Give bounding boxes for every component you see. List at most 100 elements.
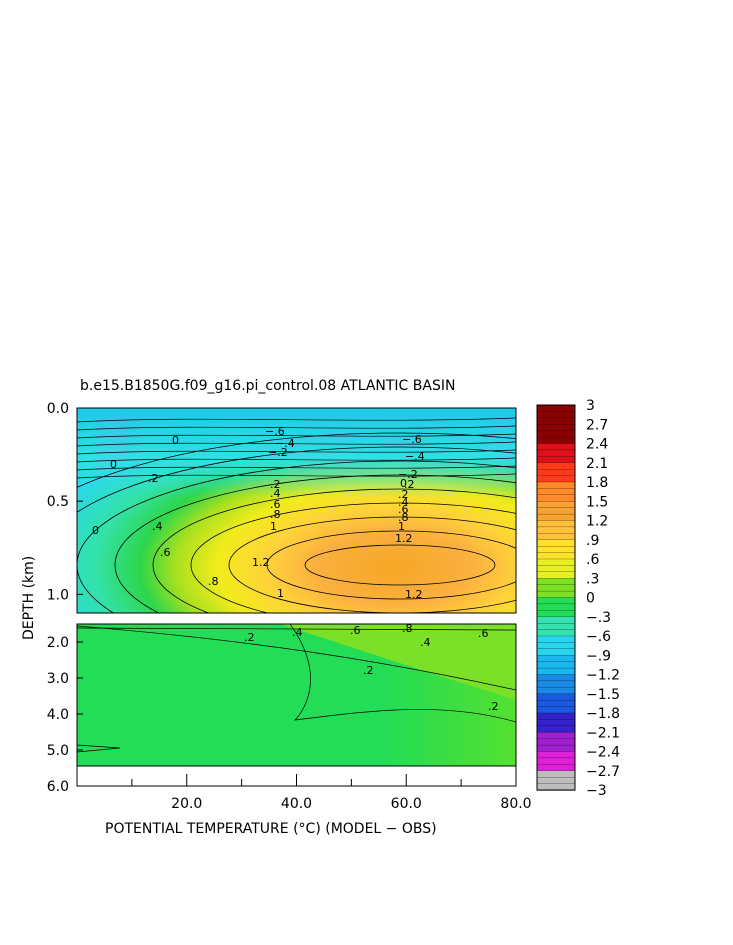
colorbar-cell — [536, 610, 576, 618]
contour-line — [77, 465, 516, 471]
colorbar-label: 1.5 — [586, 494, 608, 510]
colorbar-cell — [536, 526, 576, 534]
contour-label: .6 — [398, 503, 409, 516]
colorbar-cell — [536, 603, 576, 611]
colorbar-cell — [536, 732, 576, 740]
contour-label: −.4 — [405, 450, 425, 463]
colorbar-cell — [536, 430, 576, 438]
colorbar-cell — [536, 661, 576, 669]
colorbar-cell — [536, 578, 576, 586]
surface-negative-band — [77, 408, 516, 498]
contour-line — [304, 544, 496, 586]
y-tick-label: 4.0 — [47, 707, 69, 723]
colorbar-label: .6 — [586, 552, 599, 568]
y-tick-label: 2.0 — [47, 635, 69, 651]
colorbar-cell — [536, 674, 576, 682]
colorbar-cell — [536, 462, 576, 470]
x-tick-label: 40.0 — [281, 796, 312, 812]
contour-label: −.2 — [398, 468, 418, 481]
colorbar-label: −.9 — [586, 648, 611, 664]
x-tick-label: 20.0 — [171, 796, 202, 812]
contour-line — [77, 460, 516, 613]
x-axis-label: POTENTIAL TEMPERATURE (°C) (MODEL − OBS) — [105, 821, 437, 837]
upper-field — [77, 408, 516, 613]
colorbar-cell — [536, 436, 576, 445]
colorbar-label: .9 — [586, 533, 599, 549]
colorbar-label: −3 — [586, 783, 607, 799]
colorbar-cell — [536, 693, 576, 701]
upper-panel: −.6−.4−.20 −.6−.4−.20.2.4.6.811.2.2.4.6.8… — [77, 408, 516, 613]
contour-line — [77, 432, 516, 488]
colorbar-cell — [536, 648, 576, 656]
colorbar-label: −2.7 — [586, 764, 620, 780]
colorbar-cell — [536, 751, 576, 759]
colorbar-label: 2.4 — [586, 437, 608, 453]
colorbar-cell — [536, 635, 576, 644]
upper-frame — [76, 407, 517, 614]
colorbar-label: 1.2 — [586, 514, 608, 530]
contour-label: 0 — [110, 458, 117, 471]
colorbar-cell — [536, 757, 576, 765]
colorbar-label: 1.8 — [586, 475, 608, 491]
colorbar-cell — [536, 469, 576, 477]
colorbar-label: 2.1 — [586, 456, 608, 472]
contour-label: .2 — [244, 631, 255, 644]
colorbar-cell — [536, 546, 576, 554]
y-tick-label: 5.0 — [47, 743, 69, 759]
colorbar-cell — [536, 770, 576, 778]
contour-label: 1.2 — [252, 556, 270, 569]
colorbar-label: 0 — [586, 591, 595, 607]
colorbar-cell — [536, 719, 576, 727]
x-tick-label: 80.0 — [500, 796, 531, 812]
colorbar-cell — [536, 629, 576, 637]
contour-label: 1.2 — [405, 588, 423, 601]
colorbar-cell — [536, 712, 576, 721]
colorbar-cell — [536, 501, 576, 509]
contour-line — [114, 474, 516, 613]
contour-label: .2 — [404, 478, 415, 491]
contour-label: .4 — [398, 496, 409, 509]
colorbar: 3 2.7 2.4 2.1 1.8 1.5 1.2 .9 .6 .3 0 −.3 −.6 −.9 −1.2 −… — [536, 398, 620, 799]
colorbar-cell — [536, 680, 576, 688]
colorbar-cell — [536, 520, 576, 528]
colorbar-cell — [536, 584, 576, 592]
colorbar-cell — [536, 443, 576, 451]
contour-label: 1 — [398, 520, 405, 533]
contour-label: −.2 — [268, 446, 288, 459]
y-axis-label: DEPTH (km) — [21, 556, 37, 640]
contour-label: 0 — [172, 434, 179, 447]
colorbar-cell — [536, 616, 576, 624]
contour-line — [77, 457, 516, 463]
colorbar-cell — [536, 552, 576, 560]
contour-line — [77, 625, 516, 691]
contour-label: .4 — [270, 487, 281, 500]
colorbar-cell — [536, 590, 576, 599]
colorbar-cell — [536, 565, 576, 573]
colorbar-cell — [536, 744, 576, 753]
colorbar-label: 2.7 — [586, 417, 608, 433]
contour-label: .4 — [420, 636, 431, 649]
y-tick-label: 1.0 — [47, 587, 69, 603]
contour-label: 0 — [92, 524, 99, 537]
contour-line — [152, 488, 516, 613]
colorbar-cell — [536, 513, 576, 522]
contour-label: .6 — [270, 498, 281, 511]
colorbar-cell — [536, 539, 576, 547]
y-tick-label: 6.0 — [47, 779, 69, 795]
contour-line — [77, 627, 516, 631]
colorbar-cell — [536, 687, 576, 695]
colorbar-label: −2.1 — [586, 725, 620, 741]
colorbar-cell — [536, 706, 576, 714]
contour-label: .4 — [152, 520, 163, 533]
lower-field — [77, 624, 516, 766]
colorbar-cell — [536, 764, 576, 772]
colorbar-cell — [536, 597, 576, 605]
contour-label: 1 — [277, 587, 284, 600]
colorbar-cell — [536, 738, 576, 746]
colorbar-label: −1.5 — [586, 687, 620, 703]
contour-line — [190, 502, 516, 613]
contour-label: 1.2 — [395, 532, 413, 545]
contour-line — [77, 449, 516, 455]
y-tick-label: 3.0 — [47, 671, 69, 687]
